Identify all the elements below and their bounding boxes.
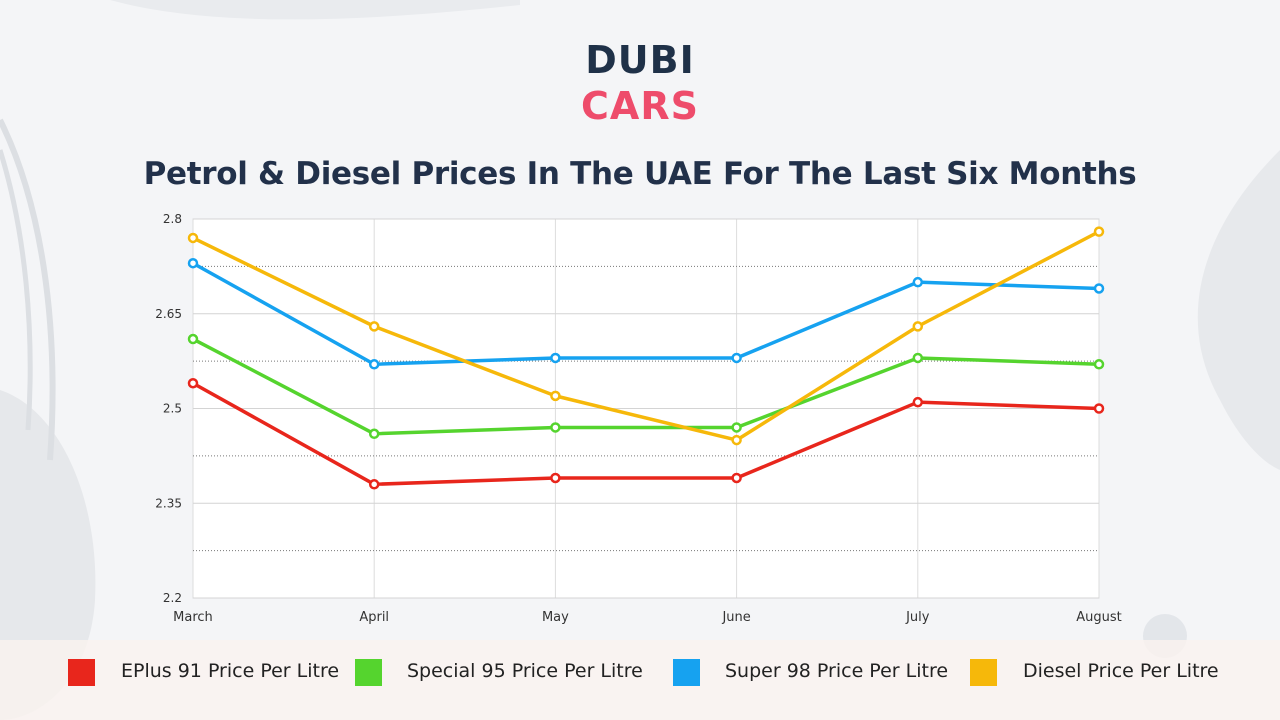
legend-label-special95: Special 95 Price Per Litre [407,660,643,682]
chart-title: Petrol & Diesel Prices In The UAE For Th… [143,156,1137,192]
data-point [187,257,199,269]
background-blob-right [1197,150,1280,470]
x-tick-label: July [905,610,930,625]
x-tick-label: August [1076,610,1122,625]
logo-cars: CARS [581,84,699,128]
grid [192,218,1100,599]
background-arc-left-2 [0,149,33,431]
data-point [912,396,924,408]
data-point [550,352,561,364]
data-point [368,359,380,370]
data-point [1093,403,1105,414]
background-blob-left [0,390,96,720]
data-point [368,479,380,490]
data-point [912,352,924,364]
data-point [187,333,199,345]
legend-label-diesel: Diesel Price Per Litre [1023,660,1219,682]
data-point [731,472,742,484]
y-tick-label: 2.8 [163,212,182,226]
legend-swatch-super98 [673,659,700,686]
data-point [368,428,380,440]
y-tick-label: 2.35 [155,496,182,510]
x-tick-label: March [173,610,213,625]
y-tick-label: 2.2 [163,591,182,605]
data-point [731,422,742,433]
data-point [912,276,924,288]
series-line [192,337,1100,436]
legend-swatch-diesel [970,659,997,686]
data-point [1093,359,1105,370]
legend-swatch-eplus91 [68,659,95,686]
data-point [187,232,199,244]
x-tick-label: May [542,610,569,625]
data-point [550,390,561,402]
background-arc-left [0,118,56,461]
y-tick-label: 2.5 [163,402,182,416]
data-point [912,321,924,332]
series-line [192,261,1100,367]
data-point [731,434,742,446]
data-point [1093,226,1105,237]
legend-label-super98: Super 98 Price Per Litre [725,660,949,682]
data-point [550,422,561,433]
line-chart: 2.2 2.35 2.5 2.65 2.8 March April May June July Au… [155,212,1121,625]
series-line [192,381,1100,487]
series-layer [187,226,1105,490]
x-tick-label: April [359,610,389,625]
axis-labels: 2.2 2.35 2.5 2.65 2.8 March April May June July Au… [155,212,1121,625]
y-tick-label: 2.65 [155,307,182,321]
background-blob-bottom [0,640,1280,720]
data-point [1093,283,1105,294]
data-point [550,472,561,484]
data-point [187,377,199,389]
legend-swatch-special95 [355,659,382,686]
legend: EPlus 91 Price Per Litre Special 95 Pric… [0,656,1280,690]
data-point [368,321,380,332]
data-point [731,352,742,364]
legend-label-eplus91: EPlus 91 Price Per Litre [121,660,340,682]
x-tick-label: June [721,610,750,625]
background-blob-top [110,0,520,20]
series-line [192,230,1100,442]
logo-dubi: DUBI [585,38,695,82]
